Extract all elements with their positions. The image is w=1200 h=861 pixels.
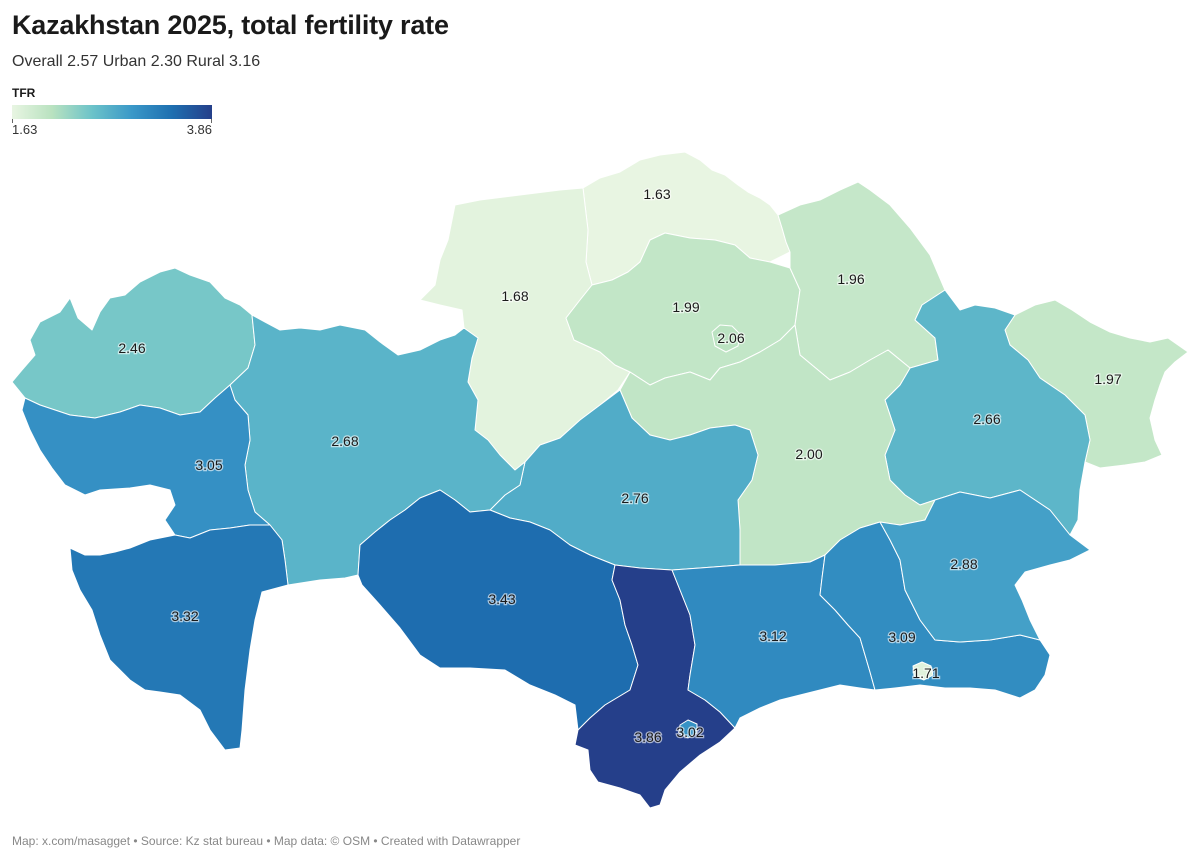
region-label-almaty-region: 3.09 — [888, 629, 915, 645]
map-title: Kazakhstan 2025, total fertility rate — [12, 10, 449, 40]
region-label-zhetysu: 2.88 — [950, 556, 977, 572]
region-shymkent[interactable] — [678, 719, 698, 739]
legend-min-tick — [12, 119, 13, 123]
region-label-shymkent: 3.02 — [676, 724, 703, 740]
region-zhetysu[interactable] — [879, 489, 1091, 643]
region-label-abai: 2.66 — [973, 411, 1000, 427]
region-zhambyl[interactable] — [671, 554, 876, 729]
region-astana[interactable] — [711, 324, 741, 353]
region-label-zhambyl: 3.12 — [759, 628, 786, 644]
legend-max-label: 3.86 — [186, 122, 212, 137]
region-label-mangystau: 3.32 — [171, 608, 198, 624]
region-label-kyzylorda: 3.43 — [488, 591, 515, 607]
region-label-astana: 2.06 — [717, 330, 744, 346]
region-label-karaganda: 2.00 — [795, 446, 822, 462]
region-label-west-kazakhstan: 2.46 — [118, 340, 145, 356]
footer-credits: Map: x.com/masagget • Source: Kz stat bu… — [12, 834, 521, 848]
region-label-turkistan: 3.86 — [634, 729, 661, 745]
region-label-atyrau: 3.05 — [195, 457, 222, 473]
region-label-kostanay: 1.68 — [501, 288, 528, 304]
legend-max-tick — [211, 119, 212, 123]
region-label-north-kazakhstan: 1.63 — [643, 186, 670, 202]
region-label-pavlodar: 1.96 — [837, 271, 864, 287]
map-subtitle: Overall 2.57 Urban 2.30 Rural 3.16 — [12, 53, 261, 70]
legend-gradient-bar — [12, 105, 212, 119]
region-label-almaty-city: 1.71 — [912, 665, 939, 681]
region-label-ulytau: 2.76 — [621, 490, 648, 506]
legend-title: TFR — [12, 86, 36, 100]
region-label-east-kazakhstan: 1.97 — [1094, 371, 1121, 387]
region-label-aktobe: 2.68 — [331, 433, 358, 449]
region-mangystau[interactable] — [69, 524, 289, 751]
legend-min-label: 1.63 — [12, 122, 38, 137]
region-label-akmola: 1.99 — [672, 299, 699, 315]
region-almaty-city[interactable] — [912, 661, 934, 681]
